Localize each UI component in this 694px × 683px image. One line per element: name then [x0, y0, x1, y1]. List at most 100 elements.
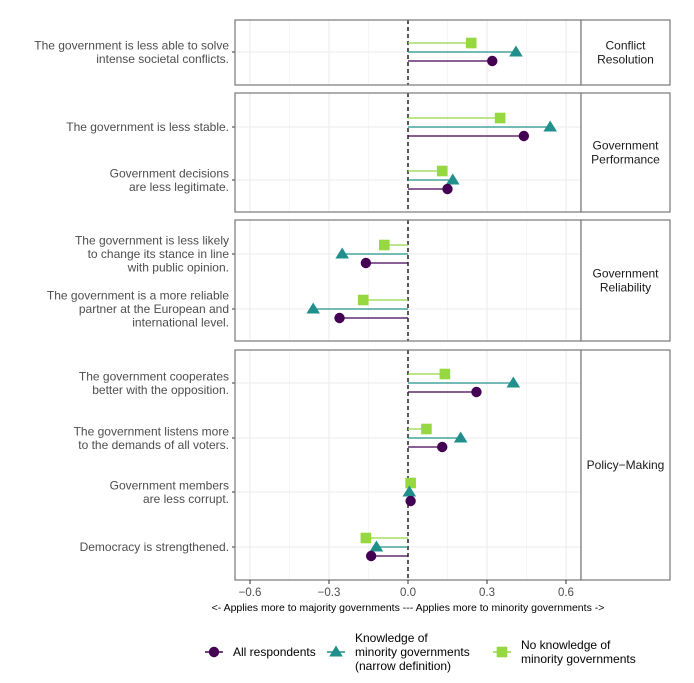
x-axis: −0.6 −0.3 0.0 0.3 0.6 [239, 580, 574, 599]
x-tick-label: −0.6 [239, 587, 262, 599]
point-knowledge [543, 120, 557, 132]
facet-strip-label: Government Reliability [592, 267, 659, 295]
point-knowledge [306, 302, 321, 314]
point-no_knowledge [439, 368, 451, 380]
point-no_knowledge [379, 239, 390, 251]
point-all [365, 550, 377, 562]
point-no_knowledge [421, 423, 432, 435]
item-row [408, 37, 523, 67]
x-axis-label: <- Applies more to majority governments … [212, 602, 605, 614]
item-row [408, 165, 460, 195]
point-all [437, 441, 448, 453]
item-row [408, 368, 521, 398]
facet-strip [580, 219, 671, 342]
legend-label-line: minority governments [521, 652, 636, 666]
point-knowledge [402, 485, 417, 497]
x-tick-label: −0.3 [318, 587, 341, 599]
facet-strip [580, 19, 671, 86]
point-no_knowledge [405, 477, 416, 489]
point-knowledge [445, 173, 460, 185]
point-no_knowledge [494, 112, 506, 124]
y-tick-label-line: Government decisions [110, 166, 229, 180]
legend-label: Knowledge of minority governments (narrow … [355, 631, 470, 673]
facet-strip-label-line: Conflict [605, 39, 646, 53]
y-tick-label-line: The government is a more reliable [47, 289, 229, 303]
y-tick-label-line: The government cooperates [79, 369, 229, 383]
item-row [408, 423, 468, 453]
legend-item-all: All respondents [205, 645, 316, 659]
point-no_knowledge [436, 165, 448, 177]
facet-strip-label-line: Government [592, 267, 659, 281]
point-knowledge [506, 376, 521, 388]
legend-label: All respondents [233, 645, 316, 659]
y-tick-label-line: Democracy is strengthened. [80, 540, 229, 554]
y-tick-label-line: Government members [110, 478, 229, 492]
facet-strip-label-line: Resolution [597, 53, 654, 67]
y-tick-label-line: are less corrupt. [143, 492, 229, 506]
facet-panel: The government is less able to solve inte… [34, 19, 671, 86]
legend-label: No knowledge of minority governments [521, 638, 636, 666]
y-tick-label-line: to change its stance in line [88, 247, 230, 261]
y-tick-label-line: to the demands of all voters. [78, 438, 229, 452]
item-row [408, 112, 557, 142]
y-tick-label: The government is less stable. [66, 120, 229, 134]
facet-panels: The government is less able to solve inte… [34, 19, 671, 581]
facet-strip-label: Conflict Resolution [597, 39, 654, 67]
y-tick-label-line: partner at the European and [79, 302, 229, 316]
point-knowledge [453, 431, 468, 443]
x-tick-label: 0.6 [558, 587, 574, 599]
legend-item-no_knowledge: No knowledge of minority governments [493, 638, 636, 666]
facet-strip [580, 92, 671, 213]
facet-strip-label: Government Performance [591, 139, 660, 167]
x-tick-label: 0.0 [400, 587, 416, 599]
y-tick-label-line: The government is less able to solve [34, 38, 229, 52]
y-tick-label: Government members are less corrupt. [110, 478, 229, 506]
point-all [360, 257, 372, 269]
y-tick-label-line: The government is less stable. [66, 120, 229, 134]
point-all [334, 312, 345, 324]
y-tick-label: The government is a more reliable partner… [47, 289, 229, 330]
point-all [471, 386, 482, 398]
point-all [518, 130, 530, 142]
legend-label-line: minority governments [355, 645, 470, 659]
facet-strip-label-line: Reliability [600, 281, 651, 295]
point-all [405, 495, 416, 507]
item-row [360, 532, 408, 562]
legend-label-line: (narrow definition) [355, 659, 451, 673]
facet-strip-label-line: Government [592, 139, 659, 153]
y-tick-label: The government is less likely to change i… [75, 234, 229, 275]
facet-strip-label-line: Policy−Making [587, 458, 665, 472]
legend-label-line: All respondents [233, 645, 316, 659]
legend-key-triangle [329, 645, 343, 657]
facet-strip-label: Policy−Making [587, 458, 665, 472]
point-no_knowledge [465, 37, 477, 49]
legend-item-knowledge: Knowledge of minority governments (narrow … [327, 631, 470, 673]
facet-strip [580, 349, 671, 581]
facet-panel: The government cooperates better with the… [74, 349, 671, 581]
facet-panel: The government is less stable. Government… [66, 92, 671, 213]
item-row [402, 477, 417, 507]
y-tick-label-line: with public opinion. [127, 261, 229, 275]
point-all [442, 183, 453, 195]
y-tick-label-line: The government is less likely [75, 234, 229, 248]
legend-key-circle [208, 646, 220, 658]
y-tick-label-line: are less legitimate. [129, 180, 229, 194]
y-tick-label: The government cooperates better with the… [79, 369, 229, 397]
y-tick-label: The government is less able to solve inte… [34, 38, 229, 66]
y-tick-label: The government listens more to the demand… [74, 424, 230, 452]
item-row [306, 294, 408, 324]
item-row [335, 239, 408, 269]
y-tick-label-line: The government listens more [74, 424, 230, 438]
y-tick-label: Government decisions are less legitimate. [110, 166, 229, 194]
point-all [487, 55, 498, 67]
facet-strip-label-line: Performance [591, 153, 660, 167]
point-knowledge [509, 45, 523, 57]
y-tick-label: Democracy is strengthened. [80, 540, 229, 554]
y-tick-label-line: international level. [132, 316, 229, 330]
point-no_knowledge [360, 532, 372, 544]
point-knowledge [369, 540, 384, 552]
x-tick-label: 0.3 [479, 587, 495, 599]
facet-panel: The government is less likely to change i… [47, 219, 671, 342]
legend-label-line: Knowledge of [355, 631, 428, 645]
